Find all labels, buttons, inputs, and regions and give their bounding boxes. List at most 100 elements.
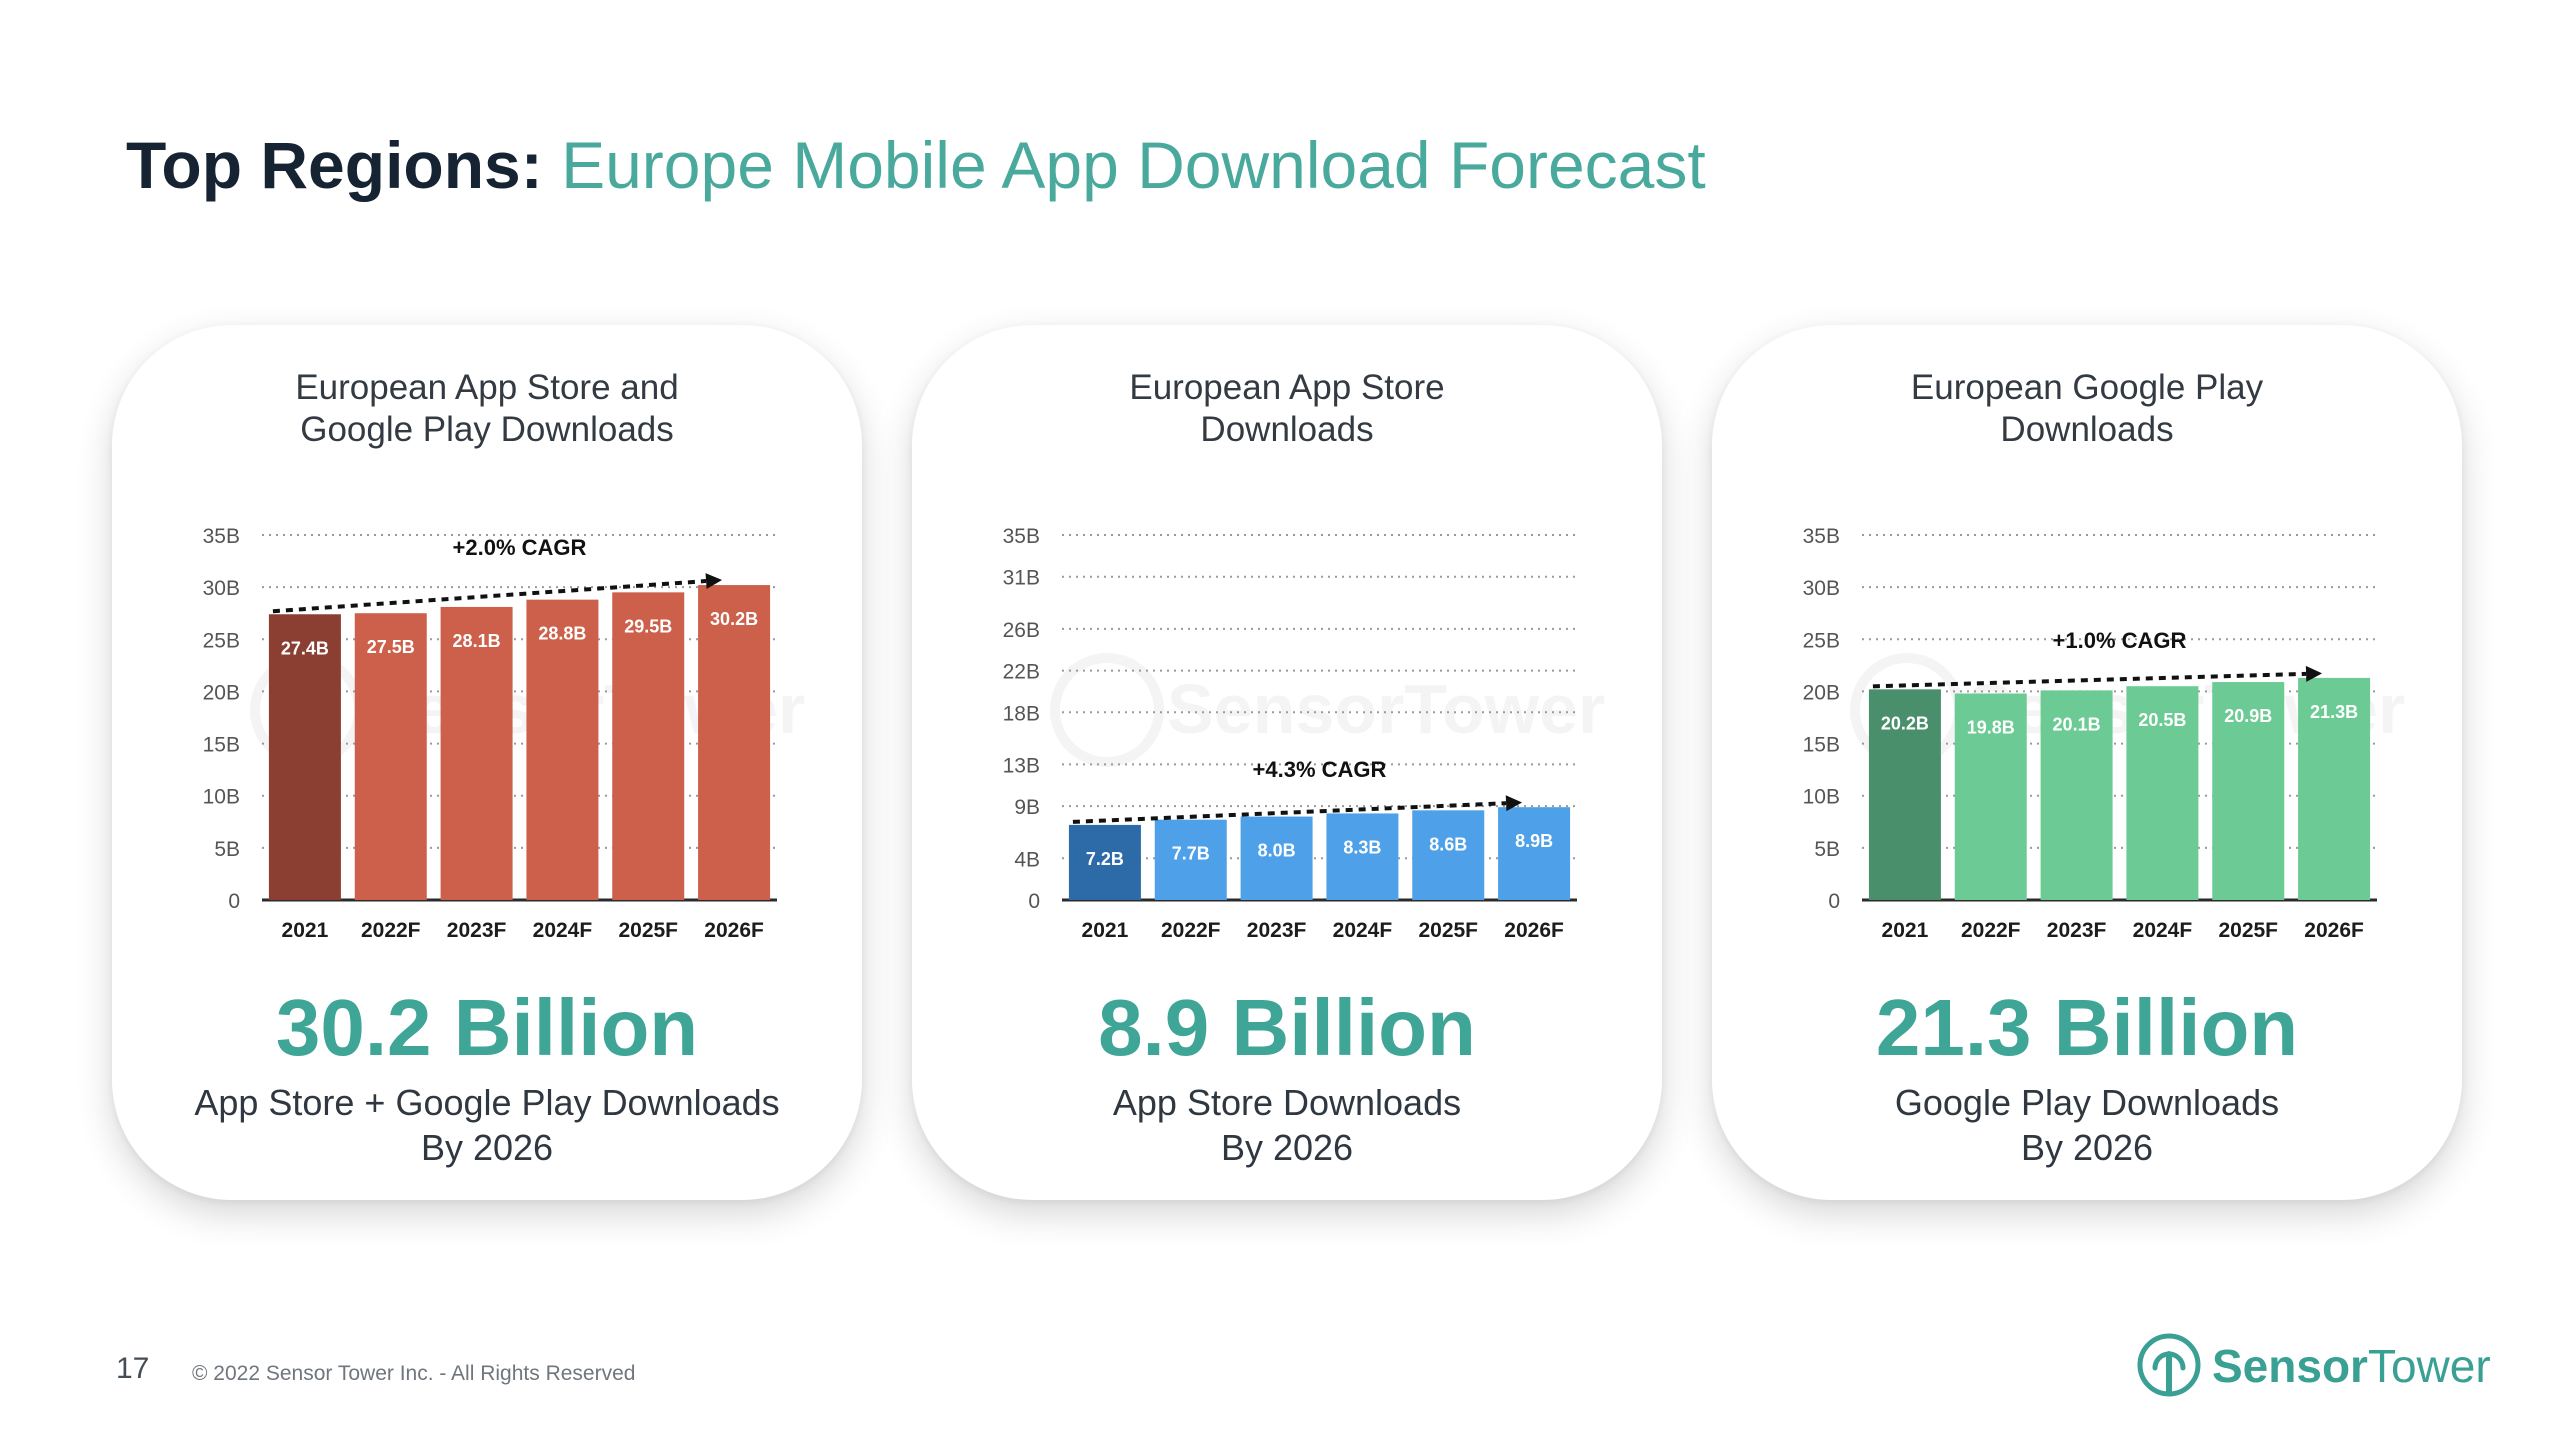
sensor-tower-pin-icon xyxy=(2137,1333,2201,1397)
bar xyxy=(2298,677,2371,900)
y-tick-label: 15B xyxy=(1803,734,1840,757)
x-tick-label: 2025F xyxy=(1418,919,1478,942)
app-store-downloads-chart: SensorTower 0 4B 9B 13B 18B 22B 26B 31B 35B 7.2B 20… xyxy=(1003,525,1606,942)
total-downloads-chart: SensorTower05B10B15B20B25B30B35B27.4B202… xyxy=(203,525,806,942)
bar-value-label: 20.2B xyxy=(1881,713,1929,733)
y-tick-label: 30B xyxy=(1803,577,1840,600)
sub-caption: App Store + Google Play Downloads xyxy=(194,1082,780,1123)
x-tick-label: 2024F xyxy=(533,919,593,942)
logo-word-sensor: Sensor xyxy=(2212,1340,2368,1392)
y-tick-label: 4B xyxy=(1014,848,1040,871)
x-tick-label: 2022F xyxy=(1961,919,2021,942)
bar-value-label: 27.5B xyxy=(367,637,415,657)
bar xyxy=(2126,686,2199,900)
x-tick-label: 2025F xyxy=(2218,919,2278,942)
cagr-label: +1.0% CAGR xyxy=(2053,628,2187,653)
bar-value-label: 8.3B xyxy=(1343,837,1381,857)
cagr-label: +2.0% CAGR xyxy=(453,535,587,560)
bar xyxy=(1240,816,1313,900)
cagr-arrowhead xyxy=(705,573,723,590)
y-tick-label: 0 xyxy=(1828,890,1840,913)
big-value: 30.2 Billion xyxy=(275,983,699,1072)
sensor-tower-logo: SensorTower xyxy=(2136,1332,2491,1402)
y-tick-label: 5B xyxy=(214,838,240,861)
bar-value-label: 7.7B xyxy=(1172,844,1210,864)
y-tick-label: 26B xyxy=(1003,619,1040,642)
x-tick-label: 2021 xyxy=(1082,919,1129,942)
page-number: 17 xyxy=(116,1352,150,1385)
y-tick-label: 35B xyxy=(1803,525,1840,548)
x-tick-label: 2022F xyxy=(361,919,421,942)
x-tick-label: 2026F xyxy=(704,919,764,942)
y-tick-label: 10B xyxy=(203,786,240,809)
y-tick-label: 20B xyxy=(1803,681,1840,704)
x-tick-label: 2025F xyxy=(618,919,678,942)
bar-value-label: 19.8B xyxy=(1967,718,2015,738)
y-tick-label: 18B xyxy=(1003,702,1040,725)
y-tick-label: 30B xyxy=(203,577,240,600)
bar-value-label: 29.5B xyxy=(624,616,672,636)
bar xyxy=(1154,819,1227,900)
bar xyxy=(1326,813,1399,900)
y-tick-label: 31B xyxy=(1003,567,1040,590)
page-title-lead: Top Regions: xyxy=(126,128,543,202)
logo-wordmark: SensorTower xyxy=(2212,1338,2491,1394)
panel-title: European Google Play Downloads xyxy=(1910,368,2264,449)
x-tick-label: 2023F xyxy=(2047,919,2107,942)
bar-value-label: 7.2B xyxy=(1086,849,1124,869)
sub-caption-year: By 2026 xyxy=(2020,1127,2154,1168)
y-tick-label: 13B xyxy=(1003,754,1040,777)
bar-value-label: 8.6B xyxy=(1429,834,1467,854)
y-tick-label: 20B xyxy=(203,681,240,704)
google-play-downloads-chart: SensorTower05B10B15B20B25B30B35B20.2B202… xyxy=(1803,525,2406,942)
bar xyxy=(2212,682,2285,900)
y-tick-label: 9B xyxy=(1014,796,1040,819)
y-tick-label: 0 xyxy=(1028,890,1040,913)
bar xyxy=(268,614,341,900)
y-tick-label: 22B xyxy=(1003,661,1040,684)
bar-value-label: 30.2B xyxy=(710,609,758,629)
bar xyxy=(440,606,513,900)
bar xyxy=(354,613,427,900)
bar xyxy=(1498,807,1571,900)
bar-value-label: 28.1B xyxy=(453,631,501,651)
y-tick-label: 35B xyxy=(203,525,240,548)
bar xyxy=(1954,693,2027,900)
cagr-arrowhead xyxy=(1505,795,1523,812)
panel-total-downloads: European App Store and Google Play Downl… xyxy=(112,325,862,1200)
x-tick-label: 2021 xyxy=(1882,919,1929,942)
y-tick-label: 5B xyxy=(1814,838,1840,861)
page-title: Top Regions: Europe Mobile App Download … xyxy=(126,120,1706,210)
bar xyxy=(1068,824,1141,900)
x-tick-label: 2023F xyxy=(447,919,507,942)
x-tick-label: 2024F xyxy=(1333,919,1393,942)
panel-title: European App Store Downloads xyxy=(1129,368,1445,449)
panel-google-play-downloads: European Google Play Downloads SensorTow… xyxy=(1712,325,2462,1200)
sub-caption-year: By 2026 xyxy=(420,1127,554,1168)
logo-word-tower: Tower xyxy=(2367,1340,2491,1392)
bar-value-label: 28.8B xyxy=(538,624,586,644)
y-tick-label: 35B xyxy=(1003,525,1040,548)
sub-caption: Google Play Downloads xyxy=(1894,1082,2280,1123)
panel-app-store-downloads: European App Store Downloads SensorTower… xyxy=(912,325,1662,1200)
bar-value-label: 27.4B xyxy=(281,638,329,658)
watermark: SensorTower xyxy=(1050,653,1605,767)
bar-value-label: 21.3B xyxy=(2310,702,2358,722)
panel-title: European App Store and Google Play Downl… xyxy=(295,368,679,449)
bar xyxy=(698,585,771,900)
x-tick-label: 2023F xyxy=(1247,919,1307,942)
bar-value-label: 8.0B xyxy=(1258,841,1296,861)
big-value: 21.3 Billion xyxy=(1875,983,2299,1072)
watermark-pin-icon xyxy=(1050,653,1164,767)
bar xyxy=(526,599,599,900)
cagr-label: +4.3% CAGR xyxy=(1253,757,1387,782)
sub-caption: App Store Downloads xyxy=(1112,1082,1462,1123)
x-tick-label: 2024F xyxy=(2133,919,2193,942)
y-tick-label: 0 xyxy=(228,890,240,913)
bar xyxy=(1868,689,1941,900)
bar-value-label: 20.1B xyxy=(2053,714,2101,734)
bar xyxy=(612,592,685,900)
y-tick-label: 10B xyxy=(1803,786,1840,809)
bar xyxy=(2040,690,2113,900)
watermark-text: SensorTower xyxy=(1167,670,1605,748)
